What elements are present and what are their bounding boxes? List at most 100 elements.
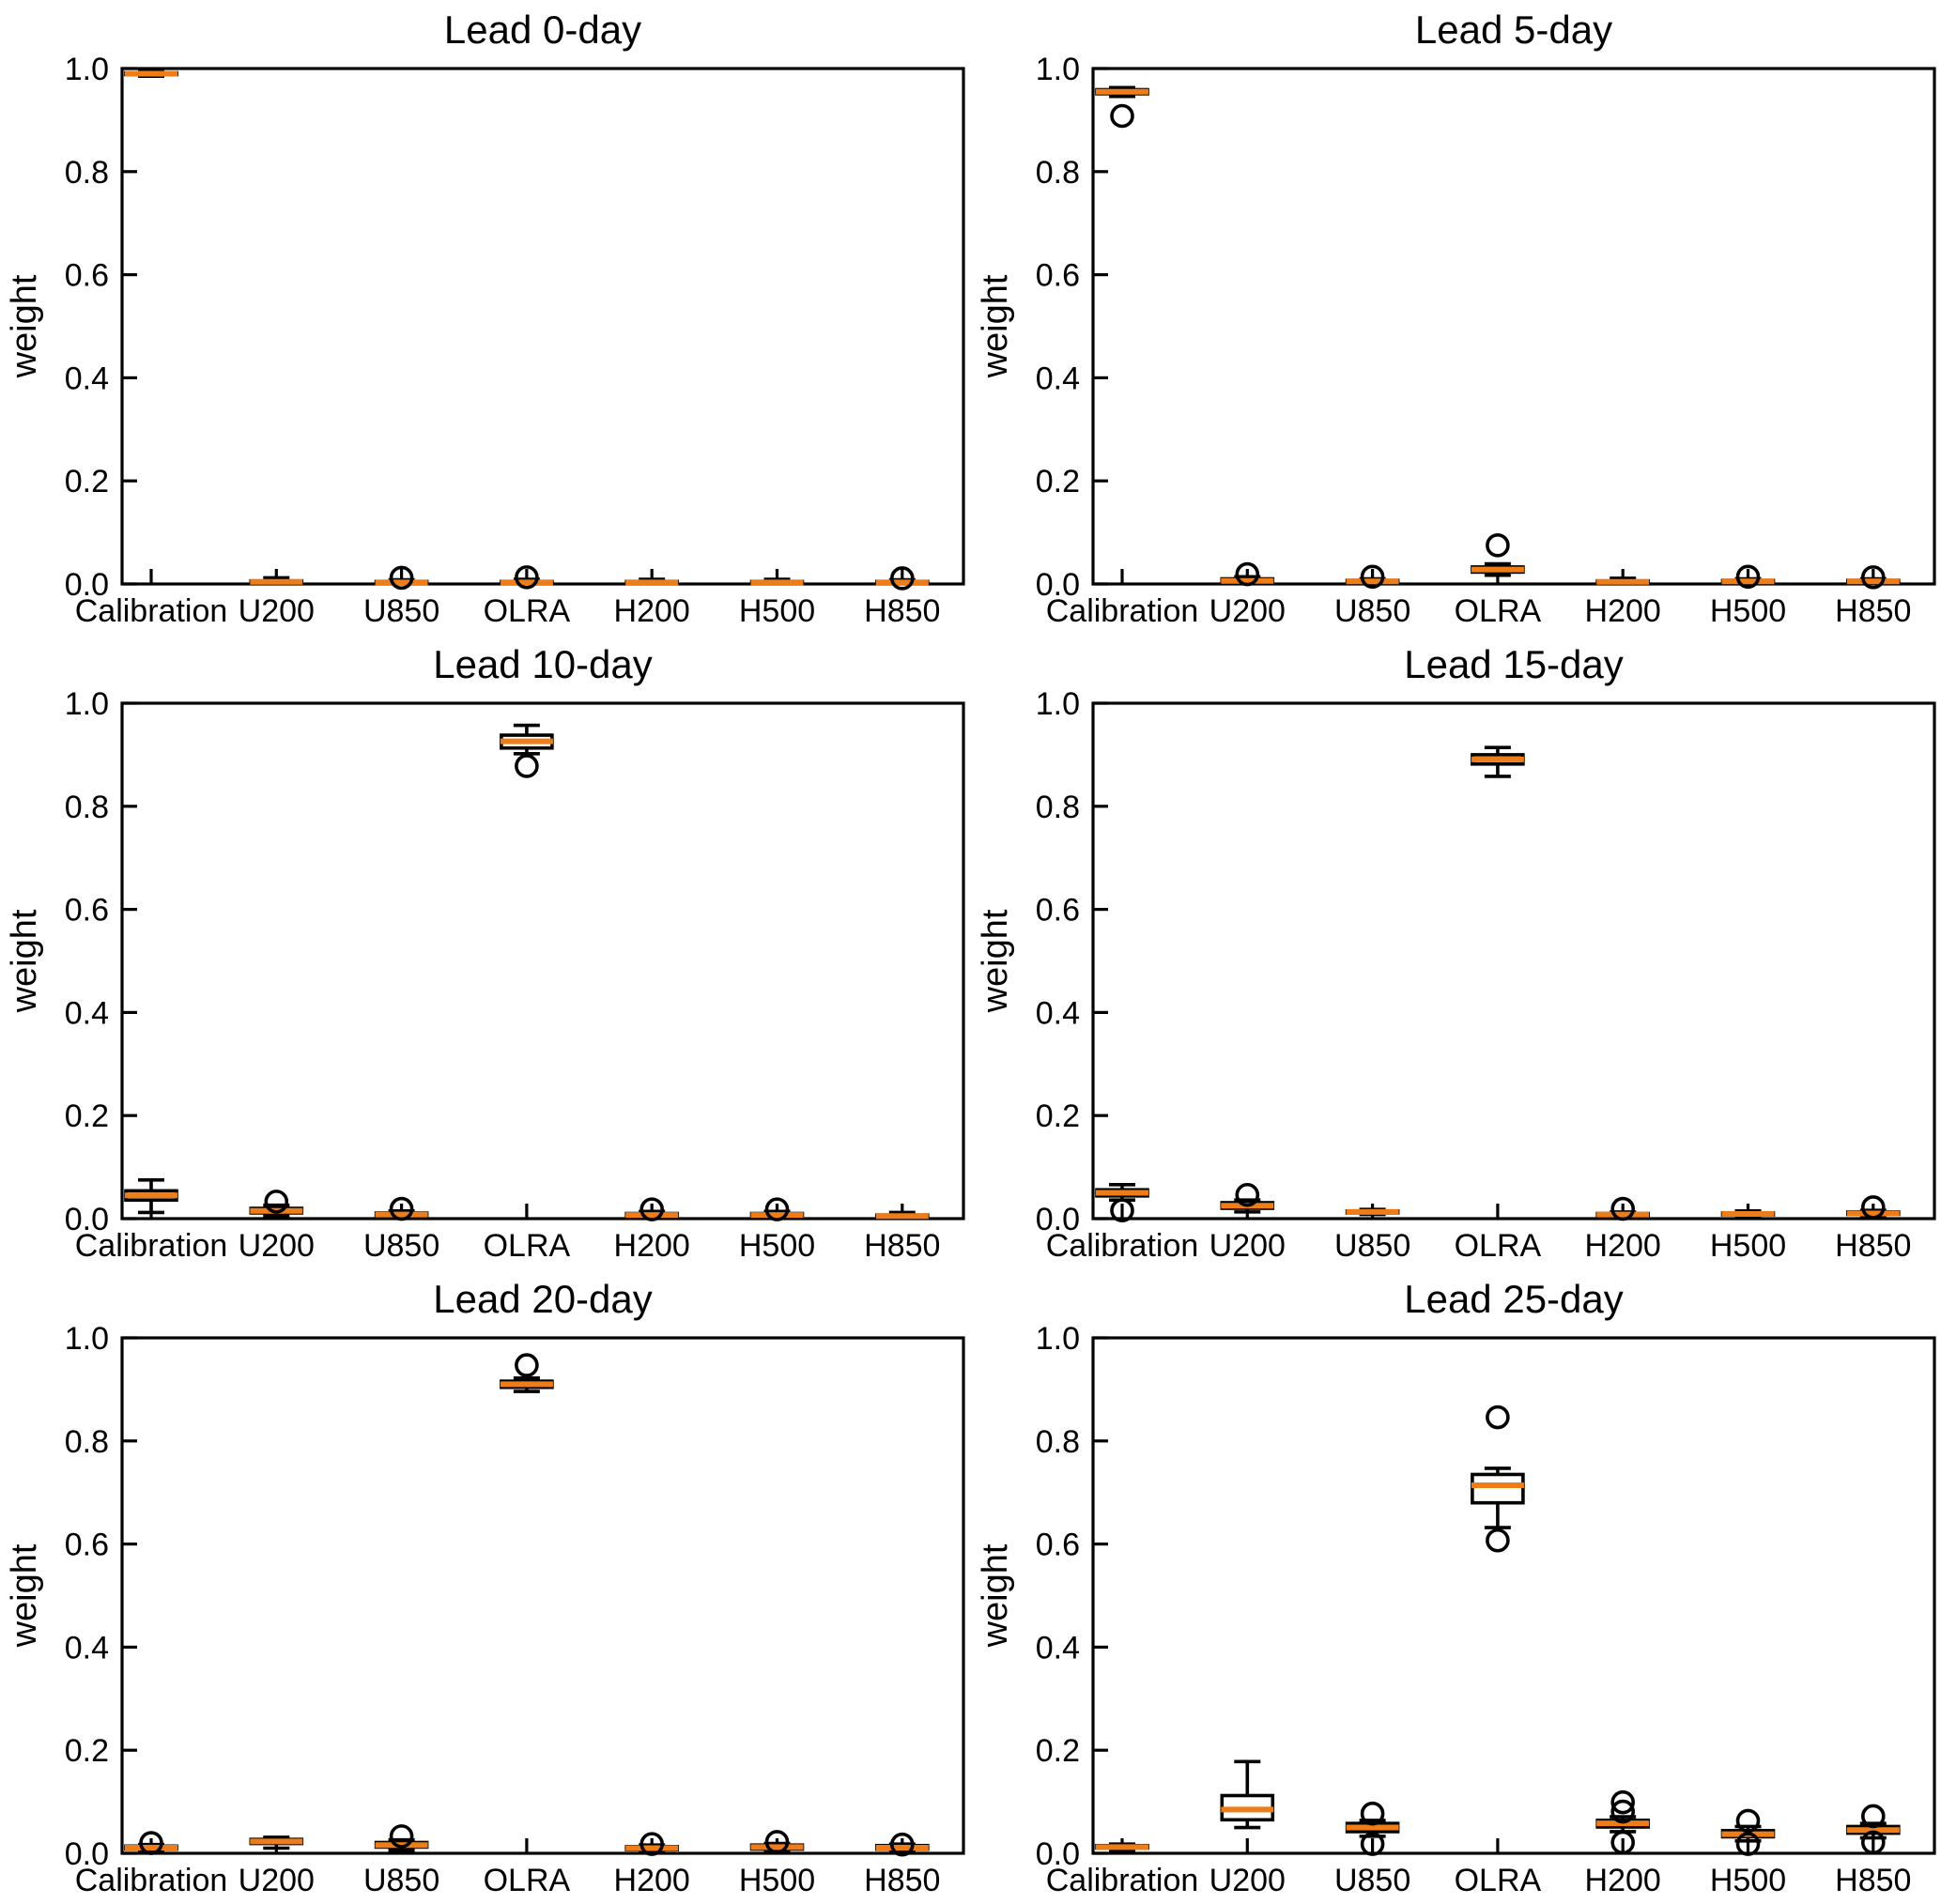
outlier-marker xyxy=(515,754,539,778)
box-h500 xyxy=(1720,1808,1775,1856)
x-category-label: H200 xyxy=(1584,593,1660,629)
plot-frame xyxy=(1090,701,1936,1221)
y-tick-label: 0.2 xyxy=(1035,1098,1079,1134)
box-h200 xyxy=(1594,1196,1650,1221)
box-u200 xyxy=(1219,561,1274,587)
x-category-label: OLRA xyxy=(1454,593,1541,629)
x-category-label: U200 xyxy=(1209,593,1285,629)
x-category-label: U200 xyxy=(239,593,315,629)
outlier-marker xyxy=(389,1196,414,1221)
x-category-label: OLRA xyxy=(1454,1863,1541,1898)
y-tick-label: 0.0 xyxy=(1035,567,1079,603)
outlier-marker xyxy=(1109,103,1134,129)
boxplot-lead-5-day: Lead 5-day weight 0.0 0.2 0.4 0.6 0.8 1.0 Calibr… xyxy=(976,8,1936,629)
x-category-label: U200 xyxy=(239,1863,315,1898)
y-tick-label: 0.2 xyxy=(65,464,109,499)
box-u200 xyxy=(249,576,304,586)
outlier-marker xyxy=(1860,1804,1886,1829)
y-axis-label: weight xyxy=(976,909,1015,1013)
y-axis-label: weight xyxy=(5,909,44,1013)
x-category-label: H500 xyxy=(1709,1228,1785,1264)
box-h850 xyxy=(874,1832,930,1857)
outlier-marker xyxy=(389,565,414,591)
outlier-marker xyxy=(1360,564,1384,590)
box-h500 xyxy=(749,1197,805,1221)
x-category-label: H500 xyxy=(739,1863,815,1898)
y-tick-label: 0.8 xyxy=(1035,155,1079,191)
x-category-label: H200 xyxy=(1584,1863,1660,1898)
x-category-label: Calibration xyxy=(1045,1863,1198,1898)
panel-lead-15-day: Lead 15-day weight 0.0 0.2 0.4 0.6 0.8 1.0 Calib… xyxy=(971,635,1941,1269)
box-u200 xyxy=(1219,1759,1274,1830)
panel-lead-0-day: Lead 0-day weight 0.0 0.2 0.4 0.6 0.8 1.0 Calibr… xyxy=(0,0,971,635)
y-tick-label: 0.6 xyxy=(1035,258,1079,294)
x-category-label: U200 xyxy=(239,1228,315,1264)
x-category-label: H200 xyxy=(1584,1228,1660,1264)
outlier-marker xyxy=(1860,1195,1886,1220)
y-tick-label: 0.6 xyxy=(65,893,109,929)
y-tick-label: 1.0 xyxy=(65,1321,109,1357)
box-h200 xyxy=(624,1832,680,1856)
outlier-marker xyxy=(1485,1405,1510,1430)
y-tick-label: 1.0 xyxy=(1035,1321,1079,1357)
x-category-label: H850 xyxy=(1835,1863,1911,1898)
outlier-marker xyxy=(1485,1528,1510,1553)
box-olra xyxy=(1470,1405,1525,1553)
box-h850 xyxy=(874,1210,930,1221)
box-u850 xyxy=(1345,1801,1399,1856)
outlier-marker xyxy=(139,1831,163,1855)
outlier-marker xyxy=(1109,1198,1134,1223)
x-category-label: OLRA xyxy=(484,1228,571,1264)
panel-lead-10-day: Lead 10-day weight 0.0 0.2 0.4 0.6 0.8 1.0 Calib… xyxy=(0,635,971,1269)
plot-frame xyxy=(120,67,965,586)
outlier-marker xyxy=(1234,561,1259,587)
y-tick-label: 0.8 xyxy=(65,790,109,825)
plot-title: Lead 20-day xyxy=(433,1277,653,1321)
y-tick-label: 0.2 xyxy=(1035,464,1079,499)
y-tick-label: 1.0 xyxy=(65,52,109,87)
box-u850 xyxy=(374,1196,429,1221)
outlier-marker xyxy=(1610,1196,1635,1221)
x-category-label: Calibration xyxy=(1045,1228,1198,1264)
x-category-label: Calibration xyxy=(75,1228,228,1264)
x-category-label: H200 xyxy=(614,593,690,629)
y-tick-label: 0.6 xyxy=(65,258,109,294)
box-h500 xyxy=(749,1830,805,1854)
y-tick-label: 0.4 xyxy=(1035,361,1079,396)
x-category-label: H850 xyxy=(864,1228,940,1264)
box-olra xyxy=(500,565,554,590)
y-tick-label: 0.0 xyxy=(1035,1202,1079,1237)
outlier-marker xyxy=(889,1832,915,1857)
box-u850 xyxy=(1345,564,1399,590)
plot-title: Lead 0-day xyxy=(444,8,641,52)
panel-lead-25-day: Lead 25-day weight 0.0 0.2 0.4 0.6 0.8 1.0 Calib… xyxy=(971,1269,1941,1904)
box-h850 xyxy=(1845,565,1901,590)
box-calibration xyxy=(124,69,178,79)
box-h500 xyxy=(1720,1208,1775,1219)
plot-title: Lead 25-day xyxy=(1404,1277,1624,1321)
boxplot-lead-20-day: Lead 20-day weight 0.0 0.2 0.4 0.6 0.8 1.0 Calib… xyxy=(5,1277,965,1898)
x-category-label: U850 xyxy=(363,593,439,629)
outlier-marker xyxy=(389,1824,414,1849)
y-tick-label: 0.8 xyxy=(1035,1424,1079,1460)
x-category-label: U850 xyxy=(1333,1863,1410,1898)
outlier-marker xyxy=(1610,1789,1635,1815)
x-category-label: H850 xyxy=(864,1863,940,1898)
box-h500 xyxy=(1720,564,1775,590)
x-category-label: U850 xyxy=(363,1863,439,1898)
outlier-marker xyxy=(1735,564,1760,590)
outlier-marker xyxy=(1860,565,1886,590)
x-category-label: H200 xyxy=(614,1228,690,1264)
box-olra xyxy=(1470,745,1525,778)
y-tick-label: 1.0 xyxy=(65,686,109,722)
box-calibration xyxy=(1094,1842,1149,1852)
outlier-marker xyxy=(515,565,539,590)
box-calibration xyxy=(1094,1182,1149,1223)
plot-title: Lead 15-day xyxy=(1404,642,1624,686)
y-tick-label: 0.0 xyxy=(65,1202,109,1237)
outlier-marker xyxy=(1234,1182,1259,1207)
y-tick-label: 1.0 xyxy=(1035,686,1079,722)
y-tick-label: 0.6 xyxy=(1035,893,1079,929)
plot-frame xyxy=(120,1336,965,1855)
box-calibration xyxy=(1094,85,1149,129)
